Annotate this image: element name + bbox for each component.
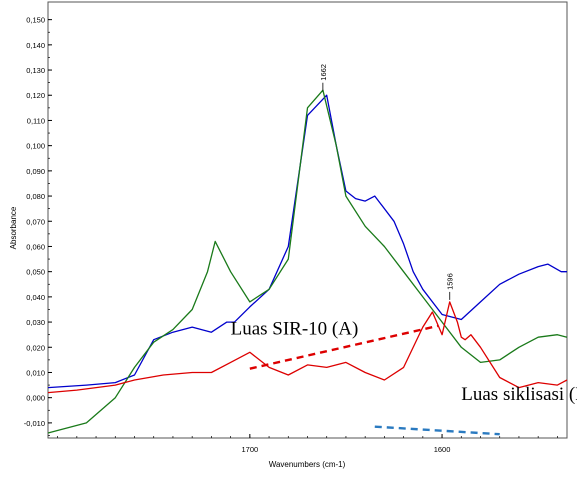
y-tick-label: 0,000 [26,394,45,403]
y-tick-label: 0,120 [26,91,45,100]
y-tick-label: 0,110 [27,116,45,125]
x-tick-label: 1700 [241,445,258,454]
peak-label: 1662 [319,64,328,81]
plot-frame [47,1,568,439]
y-tick-label: 0,030 [26,318,45,327]
y-tick-label: 0,150 [26,16,45,25]
annotations: 1662 1596 Luas SIR-10 (A) Luas siklisasi (B… [231,64,577,405]
x-tick-label: 1600 [434,445,451,454]
area-label: Luas siklisasi (B) [461,384,577,405]
y-tick-label: -0,010 [24,419,45,428]
dashed-guide-2 [374,425,500,436]
y-tick-label: 0,020 [26,343,45,352]
dashed-guides [249,324,500,436]
y-axis-title: Absorbance [9,206,18,249]
y-tick-label: 0,140 [26,41,45,50]
y-tick-label: 0,050 [26,268,45,277]
y-tick-label: 0,060 [26,242,45,251]
y-tick-label: 0,080 [26,192,45,201]
peak-label: 1596 [446,273,455,290]
y-tick-label: 0,040 [26,293,45,302]
y-tick-label: 0,010 [26,368,45,377]
area-label: Luas SIR-10 (A) [231,319,359,340]
x-axis: 1700 1600 [57,434,558,454]
y-tick-label: 0,090 [26,167,45,176]
y-axis: -0,010 0,000 0,010 0,020 0,030 0,040 0,050 0,06… [24,16,52,436]
dashed-guide-1 [249,324,439,370]
y-tick-label: 0,100 [26,142,45,151]
series-line-3 [47,301,568,394]
series-line-1 [47,94,567,389]
y-tick-label: 0,130 [26,66,45,75]
x-axis-title: Wavenumbers (cm-1) [269,460,346,469]
y-tick-label: 0,070 [26,217,45,226]
